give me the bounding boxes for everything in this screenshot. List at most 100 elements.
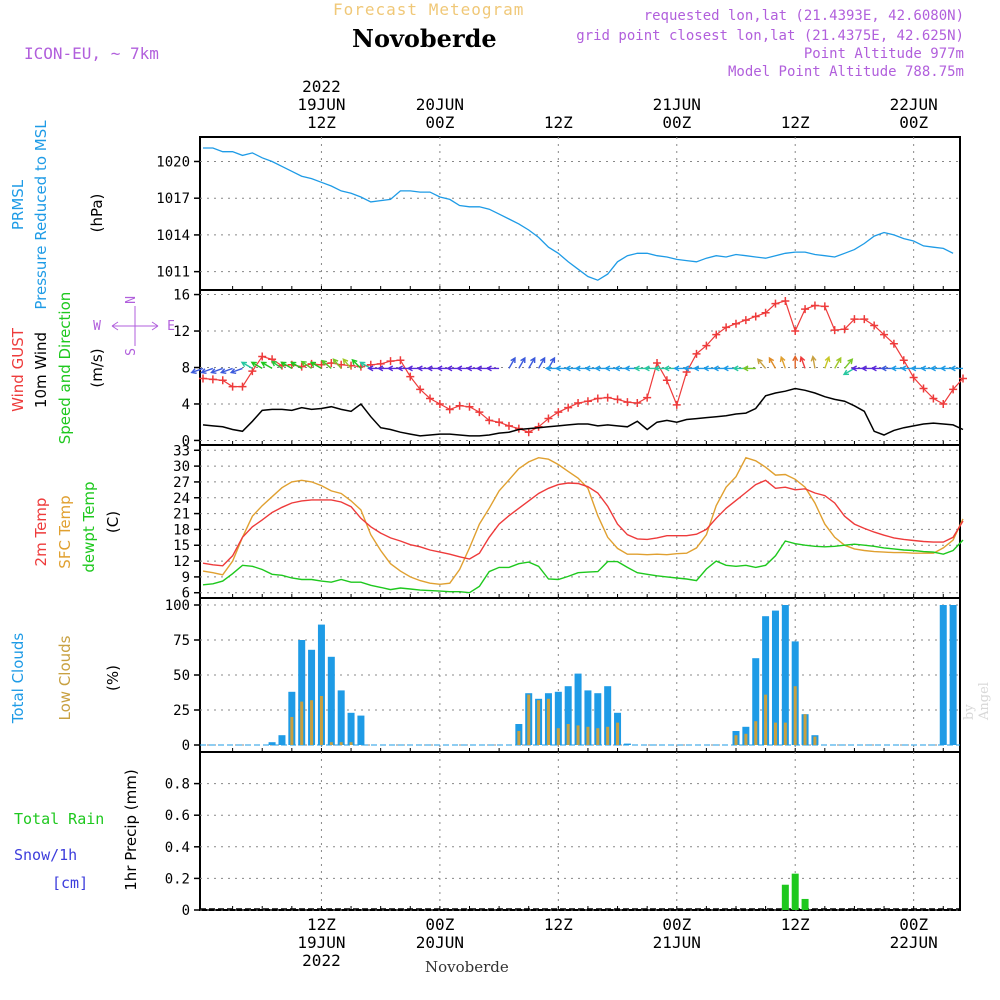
wind-direction-arrow <box>290 361 303 370</box>
gust-marker <box>504 421 513 430</box>
sfc-temp-line <box>202 456 964 586</box>
model-label: ICON-EU, ~ 7km <box>24 44 159 63</box>
wind-direction-arrow <box>200 367 214 374</box>
dewpt-line <box>202 539 964 594</box>
bottom-time-label: 2022 <box>302 951 341 970</box>
gust-label: Wind GUST <box>9 327 27 412</box>
gust-marker <box>455 401 464 410</box>
total-cloud-bar <box>771 610 779 745</box>
ytick-label: 15 <box>173 538 190 554</box>
gust-marker <box>761 308 770 317</box>
gust-marker <box>465 402 474 411</box>
total-cloud-bar <box>298 640 306 745</box>
low-cloud-bar <box>764 694 768 745</box>
compass-e: E <box>167 319 175 334</box>
wind-speed-line <box>202 387 964 437</box>
gridpoint-coords: grid point closest lon,lat (21.4375E, 42… <box>576 28 964 44</box>
temp-unit-label: (C) <box>104 511 122 533</box>
low-cloud-bar <box>744 733 748 745</box>
total-cloud-bar <box>752 658 760 745</box>
low-cloud-bar <box>310 700 314 745</box>
gust-marker <box>554 408 563 417</box>
gust-marker <box>880 330 889 339</box>
ytick-label: 12 <box>173 554 190 570</box>
gust-marker <box>485 416 494 425</box>
panel-frame-temperature <box>199 444 961 599</box>
wind-direction-arrow <box>756 358 767 369</box>
temp-2m-label: 2m Temp <box>32 498 50 567</box>
gust-marker <box>524 428 533 437</box>
precip-unit-label: 1hr Precip (mm) <box>122 769 140 890</box>
pressure-label-2: Pressure Reduced to MSL <box>32 120 50 310</box>
snow-unit-label: [cm] <box>52 874 88 892</box>
ytick-label: 1014 <box>156 228 190 244</box>
total-cloud-bar <box>949 605 957 745</box>
gust-marker <box>959 374 967 383</box>
gust-marker <box>909 373 918 382</box>
low-cloud-bar <box>783 722 787 745</box>
low-cloud-bar <box>576 725 580 745</box>
top-time-label: 21JUN <box>653 95 701 114</box>
model-altitude: Model Point Altitude 788.75m <box>727 64 964 80</box>
gust-marker <box>544 414 553 423</box>
low-cloud-bar <box>606 726 610 745</box>
wind-direction-arrow <box>742 365 756 372</box>
wind-direction-label: Speed and Direction <box>56 292 74 445</box>
top-time-label: 22JUN <box>890 95 938 114</box>
ytick-label: 1011 <box>156 265 190 281</box>
wind-direction-arrow <box>351 358 362 369</box>
wind-direction-arrow <box>300 360 312 369</box>
low-cloud-bar <box>793 686 797 745</box>
ytick-label: 0 <box>182 433 190 449</box>
ytick-label: 25 <box>173 703 190 719</box>
gust-marker <box>633 399 642 408</box>
gust-marker <box>830 326 839 335</box>
low-cloud-bar <box>527 694 531 745</box>
ytick-label: 0.4 <box>165 840 190 856</box>
low-clouds-label: Low Clouds <box>56 635 74 720</box>
gust-marker <box>889 339 898 348</box>
ytick-label: 16 <box>173 288 190 304</box>
gust-marker <box>208 375 217 384</box>
wind-direction-arrow <box>342 358 352 369</box>
gust-marker <box>771 299 780 308</box>
footer-location: Novoberde <box>425 958 509 976</box>
ytick-label: 33 <box>173 443 190 459</box>
gust-marker <box>228 382 237 391</box>
wind-direction-arrow <box>528 356 536 369</box>
wind-direction-arrow <box>824 355 831 369</box>
ytick-label: 27 <box>173 475 190 491</box>
gust-marker <box>939 399 948 408</box>
ytick-label: 6 <box>182 586 190 602</box>
wind-direction-arrow <box>321 359 332 369</box>
wind-direction-arrow <box>799 355 806 369</box>
low-cloud-bar <box>546 698 550 745</box>
bottom-time-label: 12Z <box>781 915 810 934</box>
gust-marker <box>574 399 583 408</box>
wind-direction-arrow <box>949 365 963 372</box>
meteogram-title: Forecast Meteogram <box>333 0 525 19</box>
bottom-time-label: 12Z <box>307 915 336 934</box>
wind-direction-arrow <box>518 356 526 369</box>
low-cloud-bar <box>556 728 560 745</box>
wind-direction-arrow <box>834 356 842 369</box>
total-cloud-bar <box>278 735 286 745</box>
wind-direction-arrow <box>485 365 500 372</box>
gust-marker <box>850 315 859 324</box>
location-title: Novoberde <box>352 24 497 53</box>
total-cloud-bar <box>623 743 631 745</box>
low-cloud-bar <box>734 735 738 745</box>
top-time-label: 19JUN <box>297 95 345 114</box>
wind-direction-arrow <box>250 361 263 370</box>
top-time-label: 00Z <box>899 113 928 132</box>
panel-frame-precip <box>199 751 961 911</box>
compass-s: S <box>124 348 139 356</box>
gust-marker <box>653 358 662 367</box>
wind-direction-arrow <box>508 356 516 369</box>
wind-direction-arrow <box>792 354 799 369</box>
ytick-label: 1017 <box>156 191 190 207</box>
gust-marker <box>613 395 622 404</box>
gust-marker <box>741 316 750 325</box>
ytick-label: 75 <box>173 633 190 649</box>
ytick-label: 0 <box>182 738 190 754</box>
